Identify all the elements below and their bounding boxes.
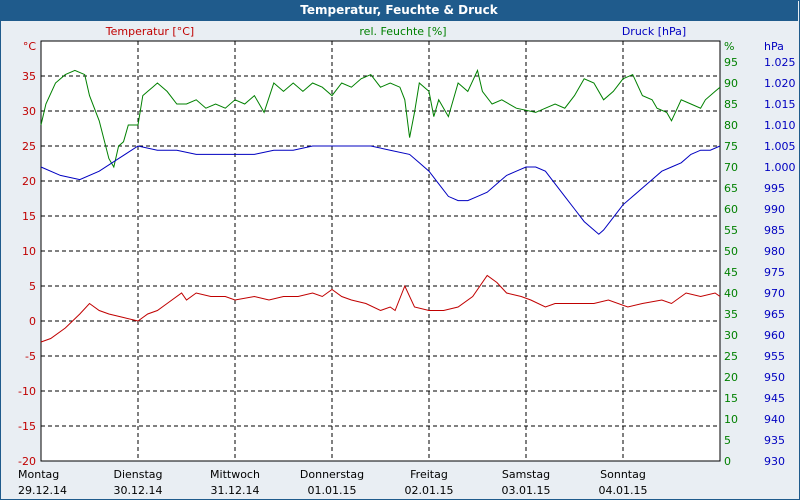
pres-tick-label: 955 (764, 350, 785, 363)
temp-tick-label: -20 (18, 455, 36, 468)
hum-tick-label: 80 (724, 119, 738, 132)
day-date-label: 29.12.14 (18, 484, 67, 497)
temp-axis-title: Temperatur [°C] (105, 25, 194, 38)
temp-tick-label: 35 (22, 70, 36, 83)
temp-tick-label: 0 (29, 315, 36, 328)
pres-tick-label: 985 (764, 224, 785, 237)
day-name-label: Dienstag (113, 468, 162, 481)
hum-tick-label: 90 (724, 77, 738, 90)
pres-tick-label: 1.010 (764, 119, 796, 132)
hum-tick-label: 30 (724, 329, 738, 342)
pres-tick-label: 1.000 (764, 161, 796, 174)
hum-tick-label: 35 (724, 308, 738, 321)
hum-tick-label: 20 (724, 371, 738, 384)
pres-unit-label: hPa (764, 40, 784, 53)
hum-unit-label: % (724, 40, 734, 53)
pres-tick-label: 1.015 (764, 98, 796, 111)
day-name-label: Sonntag (600, 468, 646, 481)
pres-tick-label: 935 (764, 434, 785, 447)
day-date-label: 03.01.15 (502, 484, 551, 497)
pres-tick-label: 960 (764, 329, 785, 342)
hum-tick-label: 45 (724, 266, 738, 279)
day-date-label: 02.01.15 (405, 484, 454, 497)
day-name-label: Samstag (502, 468, 550, 481)
day-name-label: Mittwoch (210, 468, 260, 481)
pres-tick-label: 975 (764, 266, 785, 279)
pres-tick-label: 970 (764, 287, 785, 300)
day-name-label: Freitag (410, 468, 448, 481)
hum-tick-label: 85 (724, 98, 738, 111)
day-date-label: 01.01.15 (308, 484, 357, 497)
series-line-hum (40, 68, 721, 169)
pres-tick-label: 1.025 (764, 56, 796, 69)
temp-unit-label: °C (23, 40, 37, 53)
day-date-label: 30.12.14 (114, 484, 163, 497)
hum-tick-label: 55 (724, 224, 738, 237)
hum-tick-label: 95 (724, 56, 738, 69)
pres-tick-label: 940 (764, 413, 785, 426)
day-date-label: 04.01.15 (599, 484, 648, 497)
pres-tick-label: 945 (764, 392, 785, 405)
hum-tick-label: 75 (724, 140, 738, 153)
day-date-label: 31.12.14 (211, 484, 260, 497)
pres-tick-label: 930 (764, 455, 785, 468)
hum-axis-title: rel. Feuchte [%] (359, 25, 446, 38)
pres-tick-label: 1.020 (764, 77, 796, 90)
day-name-label: Donnerstag (300, 468, 364, 481)
hum-tick-label: 60 (724, 203, 738, 216)
series-line-temp (40, 274, 721, 343)
hum-tick-label: 50 (724, 245, 738, 258)
temp-tick-label: 30 (22, 105, 36, 118)
temp-tick-label: 5 (29, 280, 36, 293)
hum-tick-label: 65 (724, 182, 738, 195)
pres-axis-title: Druck [hPa] (622, 25, 686, 38)
pres-tick-label: 995 (764, 182, 785, 195)
hum-tick-label: 15 (724, 392, 738, 405)
series-line-pres (40, 145, 721, 235)
pres-tick-label: 950 (764, 371, 785, 384)
temp-tick-label: 20 (22, 175, 36, 188)
pres-tick-label: 965 (764, 308, 785, 321)
temp-tick-label: -5 (25, 350, 36, 363)
temp-tick-label: -10 (18, 385, 36, 398)
hum-tick-label: 40 (724, 287, 738, 300)
hum-tick-label: 5 (724, 434, 731, 447)
temp-tick-label: -15 (18, 420, 36, 433)
hum-tick-label: 10 (724, 413, 738, 426)
chart-title: Temperatur, Feuchte & Druck (0, 0, 798, 21)
day-name-label: Montag (18, 468, 59, 481)
pres-tick-label: 990 (764, 203, 785, 216)
temp-tick-label: 15 (22, 210, 36, 223)
pres-tick-label: 980 (764, 245, 785, 258)
hum-tick-label: 70 (724, 161, 738, 174)
hum-tick-label: 0 (724, 455, 731, 468)
temp-tick-label: 25 (22, 140, 36, 153)
pres-tick-label: 1.005 (764, 140, 796, 153)
temp-tick-label: 10 (22, 245, 36, 258)
hum-tick-label: 25 (724, 350, 738, 363)
